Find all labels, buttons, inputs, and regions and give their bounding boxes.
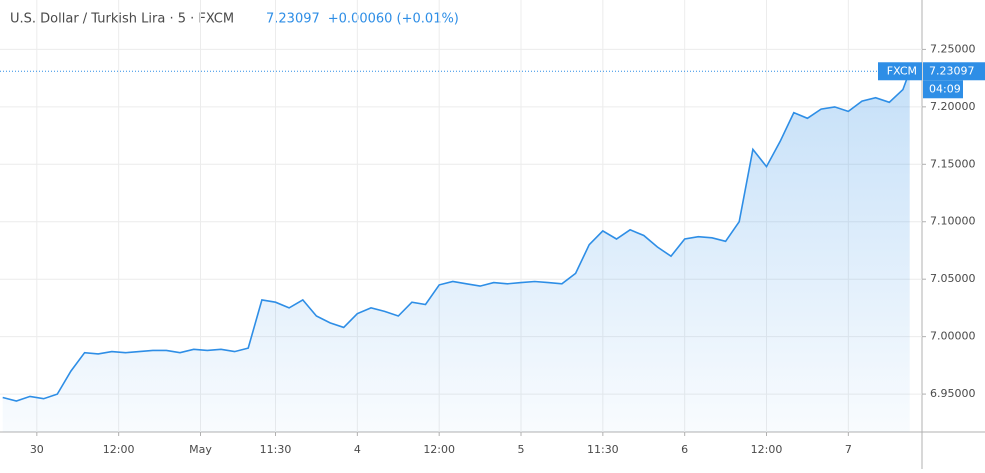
- x-tick-label: 12:00: [751, 443, 783, 456]
- price-line: [2, 70, 911, 402]
- y-tick-label: 7.25000: [930, 42, 976, 55]
- x-tick-label: 12:00: [423, 443, 455, 456]
- y-tick-label: 7.00000: [930, 330, 976, 343]
- price-area: [2, 71, 910, 432]
- y-tick-label: 7.10000: [930, 215, 976, 228]
- last-price-label: 7.23097: [929, 64, 975, 77]
- x-tick-label: 4: [354, 443, 361, 456]
- x-tick-label: May: [189, 443, 212, 456]
- x-tick-label: 5: [518, 443, 525, 456]
- y-tick-label: 7.15000: [930, 157, 976, 170]
- x-tick-label: 12:00: [103, 443, 135, 456]
- y-tick-label: 7.20000: [930, 100, 976, 113]
- countdown: 04:09: [929, 82, 961, 95]
- last-price-badge: [923, 62, 985, 81]
- series-name: FXCM: [887, 64, 917, 77]
- countdown-badge: [923, 80, 963, 99]
- symbol-title: U.S. Dollar / Turkish Lira · 5 · FXCM: [10, 12, 234, 27]
- header-change: +0.00060 (+0.01%): [328, 12, 459, 27]
- x-tick-label: 6: [681, 443, 688, 456]
- y-tick-label: 6.95000: [930, 387, 976, 400]
- x-tick-label: 11:30: [260, 443, 292, 456]
- x-tick-label: 11:30: [587, 443, 619, 456]
- x-tick-label: 7: [845, 443, 852, 456]
- series-name-badge: [878, 62, 922, 81]
- x-tick-label: 30: [30, 443, 44, 456]
- y-tick-label: 7.05000: [930, 272, 976, 285]
- header-price: 7.23097: [266, 12, 320, 27]
